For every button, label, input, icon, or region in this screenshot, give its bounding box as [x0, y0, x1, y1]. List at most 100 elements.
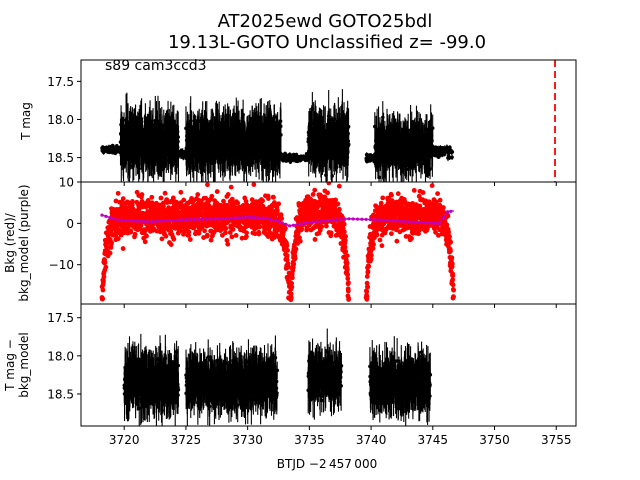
- bkg-point: [138, 223, 144, 229]
- bkg-point: [186, 229, 192, 235]
- bkg-point: [279, 216, 285, 221]
- bkg-point: [228, 184, 234, 190]
- bkg-point: [108, 245, 114, 250]
- bkg-point: [293, 246, 299, 252]
- bkg-point: [195, 192, 201, 197]
- bkg-point: [244, 234, 249, 240]
- bkg-point: [103, 264, 109, 270]
- bkg-point: [285, 264, 291, 270]
- middle-data: [99, 182, 457, 303]
- bkg-point: [284, 243, 290, 249]
- bkg-point: [161, 204, 166, 210]
- bkg-point: [163, 233, 169, 239]
- bkg-point: [289, 284, 295, 290]
- bkg-point: [120, 196, 126, 202]
- bkg-point: [233, 233, 239, 238]
- top-point: [377, 175, 381, 180]
- top-point: [450, 150, 455, 154]
- bkg-point: [225, 241, 231, 247]
- bkg-point: [276, 201, 282, 207]
- bkg-point: [214, 189, 220, 194]
- bkg-point: [284, 253, 290, 259]
- bkg-point: [244, 230, 249, 236]
- bkg-point: [142, 239, 148, 245]
- bkg-point: [278, 212, 284, 218]
- bkg-point: [178, 189, 184, 195]
- bkg-point: [101, 274, 107, 280]
- bkg-point: [102, 260, 108, 266]
- chart-title-line1: AT2025ewd GOTO25bdl: [218, 11, 433, 32]
- bkg-point: [304, 225, 310, 231]
- bkg-point: [187, 237, 193, 242]
- bkg-point: [139, 192, 145, 197]
- bkg-point: [177, 228, 183, 234]
- bkg-point: [225, 192, 231, 197]
- top-point: [326, 114, 331, 118]
- bkg-point: [214, 200, 220, 206]
- bkg-point: [107, 250, 113, 256]
- top-y-tick-label: 18.5: [47, 151, 74, 165]
- bkg-point: [204, 232, 210, 238]
- bkg-point: [284, 257, 290, 263]
- bkg-point: [292, 255, 298, 261]
- bkg-point: [288, 295, 294, 301]
- bkg-point: [208, 237, 214, 243]
- top-y-axis-label: T mag: [19, 102, 33, 141]
- bkg-point: [128, 228, 134, 234]
- bkg-point: [113, 233, 119, 238]
- bkg-point: [104, 243, 110, 249]
- top-point: [450, 155, 454, 160]
- bkg-point: [265, 234, 271, 240]
- bkg-point: [282, 225, 288, 231]
- bkg-point: [271, 194, 276, 200]
- bkg-point: [181, 197, 187, 203]
- bkg-point: [158, 195, 164, 201]
- bkg-point: [202, 228, 207, 234]
- bkg-point: [224, 237, 230, 243]
- bkg-point: [100, 287, 106, 293]
- top-point: [346, 142, 351, 147]
- bkg-point: [297, 238, 303, 244]
- top-point: [346, 124, 351, 129]
- bkg-point: [168, 242, 174, 247]
- bkg-point: [288, 291, 294, 297]
- bkg-point: [115, 190, 121, 196]
- top-y-tick-label: 18.0: [47, 113, 74, 127]
- bkg-point: [221, 198, 226, 204]
- bkg-point: [209, 193, 215, 199]
- bkg-point: [227, 230, 233, 235]
- bkg-point: [257, 224, 262, 230]
- bkg-point: [230, 226, 236, 232]
- bkg-point: [251, 182, 257, 187]
- bkg-point: [229, 234, 235, 240]
- bkg-point: [275, 208, 280, 213]
- chart-title-line2: 19.13L-GOTO Unclassified z= -99.0: [168, 32, 486, 53]
- bkg-point: [260, 198, 265, 204]
- top-point: [330, 174, 334, 178]
- bkg-point: [171, 236, 177, 242]
- top-data: [100, 89, 455, 182]
- bkg-point: [205, 182, 210, 188]
- bkg-point: [159, 236, 165, 242]
- bkg-point: [235, 200, 241, 206]
- bkg-point: [101, 277, 106, 283]
- bkg-point: [223, 230, 228, 236]
- bkg-point: [289, 280, 295, 286]
- bkg-point: [113, 198, 119, 204]
- top-point: [279, 133, 283, 137]
- top-point: [405, 167, 409, 172]
- bkg-point: [299, 226, 305, 232]
- bkg-point: [130, 199, 135, 204]
- bkg-point: [285, 247, 290, 253]
- bkg-point: [132, 231, 138, 237]
- bkg-point: [229, 196, 235, 202]
- top-point: [283, 151, 287, 156]
- bkg-point: [162, 190, 168, 196]
- bkg-point: [129, 202, 135, 208]
- bkg-point: [265, 196, 271, 201]
- top-y-tick-label: 17.5: [47, 75, 74, 89]
- bkg-point: [291, 261, 297, 267]
- bkg-point: [249, 197, 255, 203]
